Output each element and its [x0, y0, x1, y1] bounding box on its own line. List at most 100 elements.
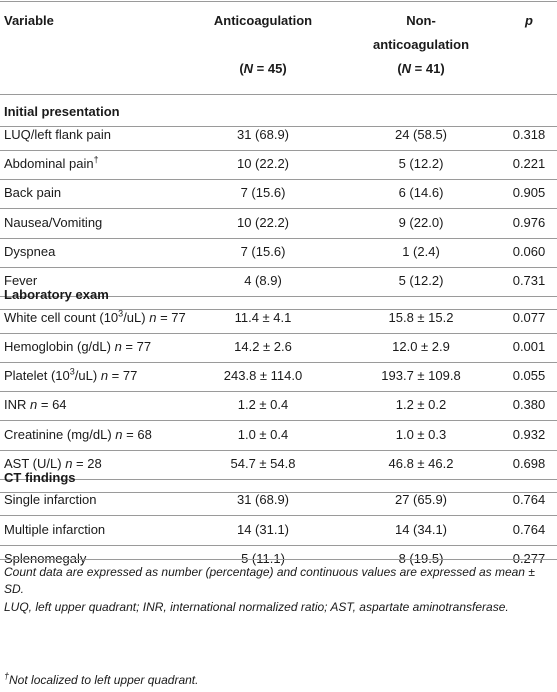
- row-label-text: Platelet (10: [4, 368, 70, 383]
- nonanticoagulation-value: 24 (58.5): [394, 127, 448, 142]
- anticoagulation-value: 1.2 ± 0.4: [237, 397, 289, 412]
- top-rule: [0, 1, 557, 2]
- p-value: 0.060: [512, 244, 546, 259]
- anticoagulation-value: 14.2 ± 2.6: [234, 339, 292, 354]
- p-value: 0.318: [512, 127, 546, 142]
- nonanticoagulation-value: 5 (12.2): [398, 273, 444, 288]
- sample-size-prefix: n =: [100, 368, 123, 383]
- section-divider: [0, 126, 557, 127]
- section-title: Initial presentation: [4, 104, 120, 119]
- row-label: Platelet (103/uL) n = 77: [4, 366, 137, 383]
- section-title: Laboratory exam: [4, 287, 109, 302]
- p-value: 0.221: [512, 156, 546, 171]
- row-label: Creatinine (mg/dL) n = 68: [4, 427, 152, 442]
- row-divider: [0, 208, 557, 209]
- sample-size-value: 77: [171, 310, 186, 325]
- row-label-text: Nausea/Vomiting: [4, 215, 103, 230]
- row-label-superscript: 3: [69, 366, 75, 377]
- nonanticoagulation-value: 1.2 ± 0.2: [395, 397, 447, 412]
- p-value: 0.976: [512, 215, 546, 230]
- anticoagulation-value: 31 (68.9): [236, 127, 290, 142]
- nonanticoagulation-value: 1 (2.4): [402, 244, 440, 259]
- row-label: Fever: [4, 273, 37, 288]
- row-label-text: Back pain: [4, 185, 62, 200]
- footnote-statistics: Count data are expressed as number (perc…: [4, 565, 535, 596]
- row-label-text: Single infarction: [4, 492, 97, 507]
- p-value: 0.764: [512, 492, 546, 507]
- row-label-text: AST (U/L): [4, 456, 62, 471]
- row-label: Single infarction: [4, 492, 97, 507]
- row-label-unit: /uL): [74, 368, 98, 383]
- nonanticoagulation-value: 9 (22.0): [398, 215, 444, 230]
- nonanticoagulation-value: 5 (12.2): [398, 156, 444, 171]
- row-divider: [0, 479, 557, 480]
- header-variable: Variable: [4, 13, 54, 28]
- anticoagulation-value: 1.0 ± 0.4: [237, 427, 289, 442]
- nonanticoagulation-value: 193.7 ± 109.8: [381, 368, 461, 383]
- row-divider: [0, 391, 557, 392]
- sample-size-prefix: n =: [115, 427, 138, 442]
- p-value: 0.001: [512, 339, 546, 354]
- p-value: 0.277: [512, 551, 546, 566]
- p-value: 0.698: [512, 456, 546, 471]
- row-label-superscript: 3: [118, 308, 124, 319]
- header-nonanticoagulation-line2: anticoagulation: [372, 37, 470, 52]
- p-value: 0.764: [512, 522, 546, 537]
- anticoagulation-value: 10 (22.2): [236, 156, 290, 171]
- dagger-symbol: †: [4, 671, 10, 681]
- nonanticoagulation-value: 14 (34.1): [394, 522, 448, 537]
- p-value: 0.077: [512, 310, 546, 325]
- row-label-superscript: †: [93, 154, 99, 165]
- row-label-text: Multiple infarction: [4, 522, 106, 537]
- header-nonanticoagulation-line1: Non-: [406, 13, 436, 28]
- p-value: 0.905: [512, 185, 546, 200]
- sample-size-value: 68: [137, 427, 152, 442]
- anticoagulation-value: 14 (31.1): [236, 522, 290, 537]
- footnote-dagger: †Not localized to left upper quadrant.: [4, 672, 553, 689]
- row-label-text: White cell count (10: [4, 310, 119, 325]
- sample-size-value: 28: [87, 456, 102, 471]
- p-value: 0.932: [512, 427, 546, 442]
- header-p: p: [525, 13, 533, 28]
- sample-size-prefix: n =: [65, 456, 88, 471]
- anticoagulation-value: 7 (15.6): [240, 185, 286, 200]
- footnote-abbreviations: LUQ, left upper quadrant; INR, internati…: [4, 600, 509, 614]
- row-divider: [0, 179, 557, 180]
- row-label: Hemoglobin (g/dL) n = 77: [4, 339, 151, 354]
- row-label: Back pain: [4, 185, 61, 200]
- section-divider: [0, 492, 557, 493]
- anticoagulation-value: 5 (11.1): [241, 551, 285, 566]
- anticoagulation-value: 11.4 ± 4.1: [234, 310, 292, 325]
- row-divider: [0, 450, 557, 451]
- sample-size-value: 77: [136, 339, 152, 354]
- row-label: Splenomegaly: [4, 551, 86, 566]
- nonanticoagulation-value: 12.0 ± 2.9: [392, 339, 450, 354]
- row-divider: [0, 333, 557, 334]
- row-label: White cell count (103/uL) n = 77: [4, 308, 186, 325]
- row-label: Multiple infarction: [4, 522, 105, 537]
- anticoagulation-value: 31 (68.9): [236, 492, 290, 507]
- footnote-dagger-text: Not localized to left upper quadrant.: [9, 673, 199, 687]
- anticoagulation-value: 10 (22.2): [236, 215, 290, 230]
- sample-size-prefix: n =: [30, 397, 53, 412]
- nonanticoagulation-value: 46.8 ± 46.2: [388, 456, 454, 471]
- sample-size-prefix: n =: [149, 310, 172, 325]
- row-label-text: LUQ/left flank pain: [4, 127, 111, 142]
- anticoagulation-value: 4 (8.9): [244, 273, 282, 288]
- anticoagulation-value: 54.7 ± 54.8: [230, 456, 296, 471]
- row-label: AST (U/L) n = 28: [4, 456, 102, 471]
- row-label-text: Dyspnea: [4, 244, 56, 259]
- header-anticoagulation-n: (N = 45): [239, 61, 287, 76]
- row-label: LUQ/left flank pain: [4, 127, 111, 142]
- row-label-text: Creatinine (mg/dL): [4, 427, 112, 442]
- nonanticoagulation-value: 27 (65.9): [394, 492, 448, 507]
- header-nonanticoagulation-n: (N = 41): [397, 61, 445, 76]
- nonanticoagulation-value: 1.0 ± 0.3: [395, 427, 447, 442]
- row-label: Dyspnea: [4, 244, 55, 259]
- row-divider: [0, 150, 557, 151]
- section-divider: [0, 309, 557, 310]
- header-anticoagulation: Anticoagulation: [213, 13, 313, 28]
- row-divider: [0, 296, 557, 297]
- header-rule: [0, 94, 557, 95]
